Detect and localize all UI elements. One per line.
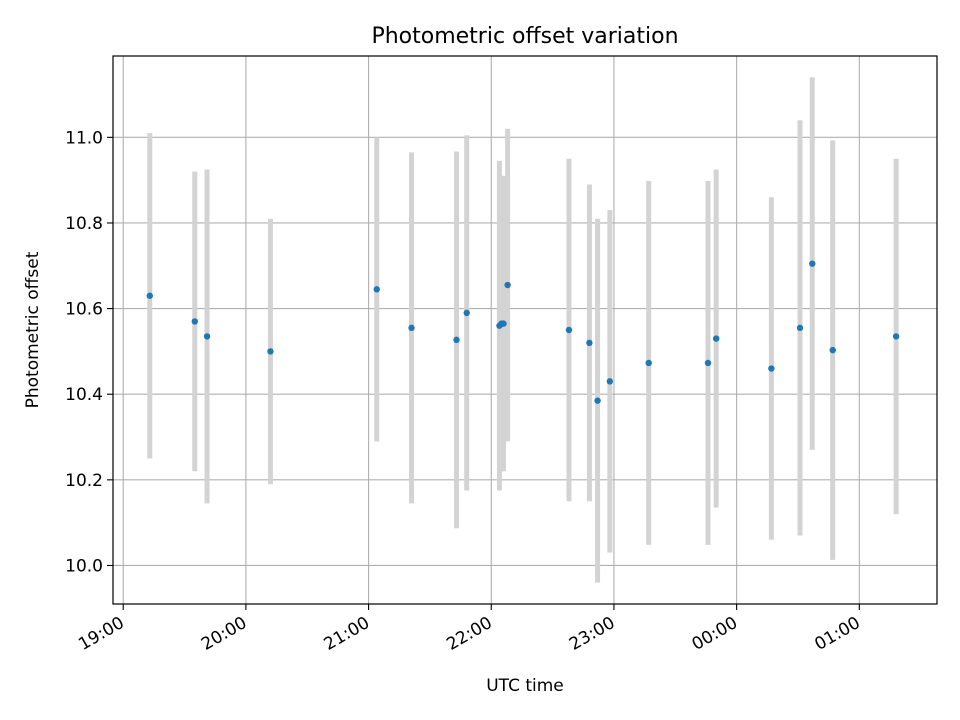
data-points	[146, 260, 900, 404]
data-point	[408, 324, 415, 332]
y-tick-label: 10.8	[65, 214, 103, 234]
data-point	[500, 320, 507, 327]
data-point	[565, 326, 573, 334]
data-point	[704, 359, 712, 367]
y-tick-label: 10.6	[65, 300, 103, 320]
data-point	[809, 260, 816, 267]
x-axis-label: UTC time	[486, 676, 564, 696]
data-point	[712, 335, 720, 342]
y-axis-label: Photometric offset	[23, 251, 43, 408]
y-axis: 10.0 10.2 10.4 10.6 10.8 11.0	[65, 128, 113, 576]
data-point	[892, 333, 900, 340]
data-point	[768, 365, 775, 372]
data-point	[796, 324, 804, 332]
data-point	[594, 397, 601, 404]
data-point	[645, 359, 652, 367]
plot-frame	[112, 55, 938, 605]
data-point	[146, 292, 154, 299]
data-point	[203, 333, 211, 340]
data-point	[504, 281, 511, 289]
data-point	[373, 286, 380, 293]
data-point	[453, 336, 460, 344]
data-point	[191, 318, 198, 325]
data-point	[606, 378, 614, 385]
data-point	[267, 348, 274, 355]
data-point	[586, 339, 593, 347]
data-point	[829, 346, 836, 354]
y-tick-label: 10.2	[65, 471, 103, 491]
data-point	[463, 309, 470, 317]
y-tick-label: 10.0	[65, 556, 103, 576]
chart-title: Photometric offset variation	[371, 24, 678, 49]
y-tick-label: 10.4	[65, 385, 103, 405]
y-tick-label: 11.0	[65, 128, 103, 148]
